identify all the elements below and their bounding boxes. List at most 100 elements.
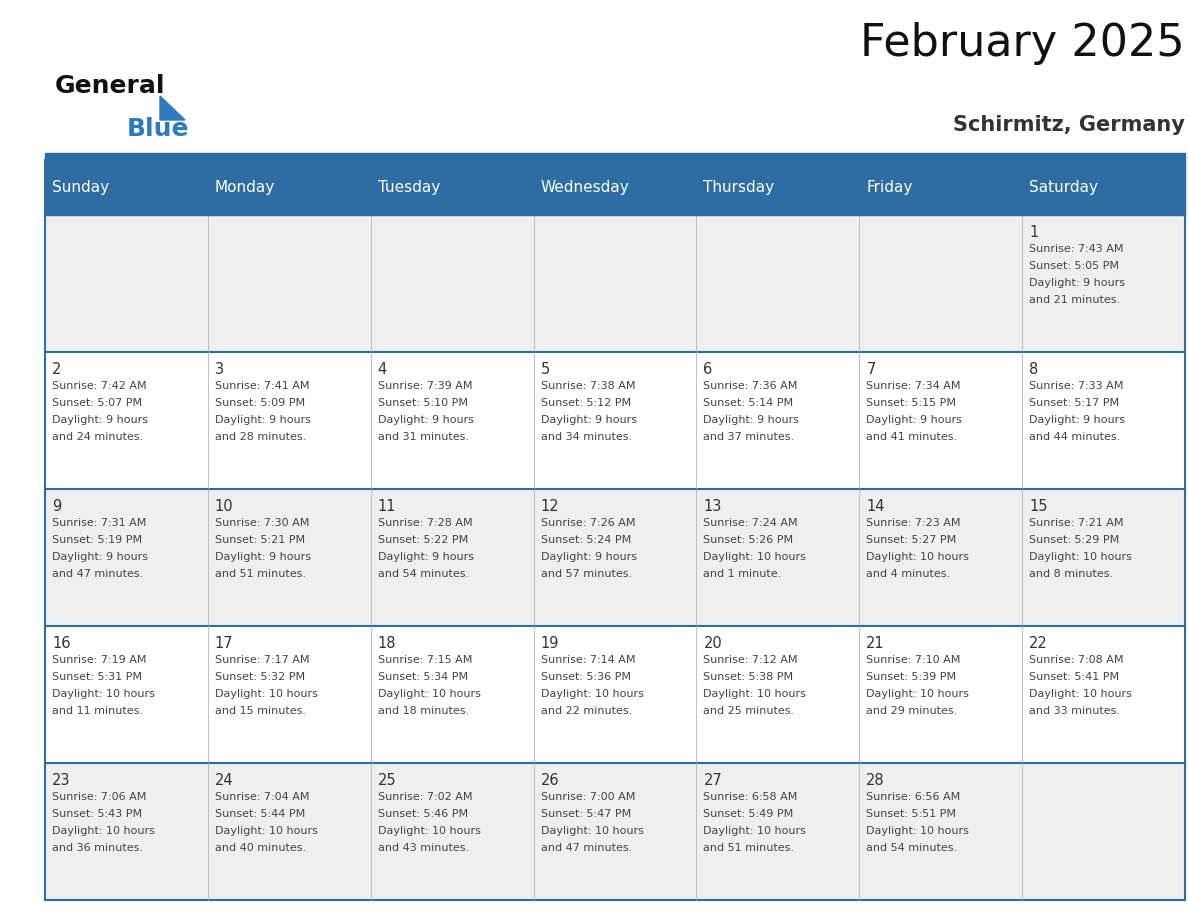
Bar <box>45 352 208 489</box>
Text: 11: 11 <box>378 499 397 514</box>
Text: and 43 minutes.: and 43 minutes. <box>378 843 469 853</box>
Bar <box>859 763 1022 900</box>
Bar <box>1022 352 1184 489</box>
Text: Sunrise: 7:28 AM: Sunrise: 7:28 AM <box>378 518 473 528</box>
Text: Daylight: 10 hours: Daylight: 10 hours <box>703 826 807 836</box>
Bar <box>45 763 208 900</box>
Text: Schirmitz, Germany: Schirmitz, Germany <box>953 115 1184 135</box>
Text: Daylight: 9 hours: Daylight: 9 hours <box>378 415 474 425</box>
Text: Daylight: 9 hours: Daylight: 9 hours <box>866 415 962 425</box>
Text: Sunset: 5:17 PM: Sunset: 5:17 PM <box>1029 398 1119 408</box>
Text: and 31 minutes.: and 31 minutes. <box>378 432 469 442</box>
Bar <box>696 215 859 352</box>
Bar <box>371 626 533 763</box>
Text: Sunset: 5:44 PM: Sunset: 5:44 PM <box>215 809 305 819</box>
Text: and 21 minutes.: and 21 minutes. <box>1029 295 1120 305</box>
Bar <box>1022 160 1184 215</box>
Text: and 24 minutes.: and 24 minutes. <box>52 432 144 442</box>
Text: Sunrise: 7:02 AM: Sunrise: 7:02 AM <box>378 792 472 802</box>
Polygon shape <box>160 96 185 120</box>
Text: and 4 minutes.: and 4 minutes. <box>866 569 950 579</box>
Bar <box>371 215 533 352</box>
Text: 5: 5 <box>541 362 550 377</box>
Bar <box>208 626 371 763</box>
Text: Daylight: 9 hours: Daylight: 9 hours <box>1029 278 1125 288</box>
Text: 14: 14 <box>866 499 885 514</box>
Bar <box>696 489 859 626</box>
Text: Sunrise: 7:08 AM: Sunrise: 7:08 AM <box>1029 655 1124 665</box>
Text: 1: 1 <box>1029 225 1038 240</box>
Text: and 34 minutes.: and 34 minutes. <box>541 432 632 442</box>
Text: Daylight: 10 hours: Daylight: 10 hours <box>52 689 154 699</box>
Text: Sunset: 5:05 PM: Sunset: 5:05 PM <box>1029 261 1119 271</box>
Text: Sunrise: 7:06 AM: Sunrise: 7:06 AM <box>52 792 146 802</box>
Text: Sunrise: 7:04 AM: Sunrise: 7:04 AM <box>215 792 309 802</box>
Text: 27: 27 <box>703 773 722 788</box>
Text: Sunset: 5:15 PM: Sunset: 5:15 PM <box>866 398 956 408</box>
Bar <box>696 160 859 215</box>
Text: and 54 minutes.: and 54 minutes. <box>866 843 958 853</box>
Text: Daylight: 9 hours: Daylight: 9 hours <box>215 552 311 562</box>
Bar <box>859 215 1022 352</box>
Bar <box>45 626 208 763</box>
Text: and 37 minutes.: and 37 minutes. <box>703 432 795 442</box>
Bar <box>859 626 1022 763</box>
Bar <box>45 153 1184 160</box>
Text: Sunset: 5:47 PM: Sunset: 5:47 PM <box>541 809 631 819</box>
Text: and 33 minutes.: and 33 minutes. <box>1029 706 1120 716</box>
Text: 10: 10 <box>215 499 234 514</box>
Text: 4: 4 <box>378 362 387 377</box>
Bar <box>371 763 533 900</box>
Text: Sunrise: 7:39 AM: Sunrise: 7:39 AM <box>378 381 472 391</box>
Text: Sunrise: 7:14 AM: Sunrise: 7:14 AM <box>541 655 636 665</box>
Text: 13: 13 <box>703 499 722 514</box>
Bar <box>208 215 371 352</box>
Text: Monday: Monday <box>215 180 276 195</box>
Text: Daylight: 10 hours: Daylight: 10 hours <box>541 689 644 699</box>
Bar <box>859 489 1022 626</box>
Text: Sunset: 5:26 PM: Sunset: 5:26 PM <box>703 535 794 545</box>
Bar <box>208 160 371 215</box>
Text: Sunrise: 6:58 AM: Sunrise: 6:58 AM <box>703 792 798 802</box>
Text: 24: 24 <box>215 773 234 788</box>
Text: Wednesday: Wednesday <box>541 180 630 195</box>
Text: 21: 21 <box>866 636 885 651</box>
Text: 23: 23 <box>52 773 70 788</box>
Text: and 57 minutes.: and 57 minutes. <box>541 569 632 579</box>
Bar <box>208 489 371 626</box>
Bar <box>371 352 533 489</box>
Text: Daylight: 10 hours: Daylight: 10 hours <box>866 826 969 836</box>
Text: February 2025: February 2025 <box>860 22 1184 65</box>
Text: Daylight: 10 hours: Daylight: 10 hours <box>703 552 807 562</box>
Text: and 54 minutes.: and 54 minutes. <box>378 569 469 579</box>
Text: and 36 minutes.: and 36 minutes. <box>52 843 143 853</box>
Bar <box>1022 489 1184 626</box>
Text: Sunrise: 7:31 AM: Sunrise: 7:31 AM <box>52 518 146 528</box>
Text: 25: 25 <box>378 773 397 788</box>
Bar <box>45 160 208 215</box>
Text: Sunrise: 7:17 AM: Sunrise: 7:17 AM <box>215 655 309 665</box>
Text: Sunrise: 7:26 AM: Sunrise: 7:26 AM <box>541 518 636 528</box>
Text: General: General <box>55 74 165 98</box>
Bar <box>208 352 371 489</box>
Text: Sunset: 5:46 PM: Sunset: 5:46 PM <box>378 809 468 819</box>
Bar <box>45 215 208 352</box>
Bar <box>208 763 371 900</box>
Text: and 11 minutes.: and 11 minutes. <box>52 706 143 716</box>
Text: Sunset: 5:41 PM: Sunset: 5:41 PM <box>1029 672 1119 682</box>
Text: Sunrise: 7:30 AM: Sunrise: 7:30 AM <box>215 518 309 528</box>
Bar <box>859 160 1022 215</box>
Text: Sunset: 5:38 PM: Sunset: 5:38 PM <box>703 672 794 682</box>
Text: and 44 minutes.: and 44 minutes. <box>1029 432 1120 442</box>
Text: and 41 minutes.: and 41 minutes. <box>866 432 958 442</box>
Text: Daylight: 10 hours: Daylight: 10 hours <box>541 826 644 836</box>
Bar <box>533 160 696 215</box>
Text: and 47 minutes.: and 47 minutes. <box>541 843 632 853</box>
Text: Daylight: 9 hours: Daylight: 9 hours <box>378 552 474 562</box>
Text: Thursday: Thursday <box>703 180 775 195</box>
Text: and 29 minutes.: and 29 minutes. <box>866 706 958 716</box>
Text: Sunrise: 7:38 AM: Sunrise: 7:38 AM <box>541 381 636 391</box>
Text: Friday: Friday <box>866 180 912 195</box>
Text: Sunrise: 7:41 AM: Sunrise: 7:41 AM <box>215 381 309 391</box>
Text: Daylight: 10 hours: Daylight: 10 hours <box>866 689 969 699</box>
